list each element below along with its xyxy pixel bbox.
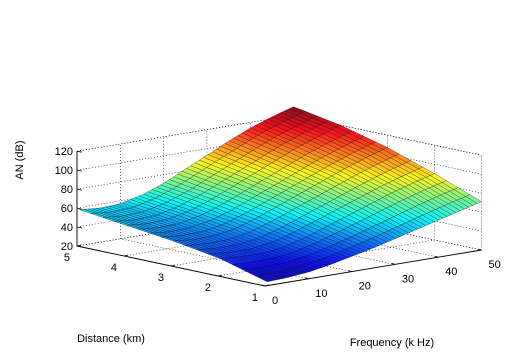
x-tick: [478, 248, 482, 251]
x-tick: [261, 284, 266, 287]
x-tick: [305, 277, 309, 280]
z-tick-label: 40: [61, 222, 73, 234]
y-tick-label: 2: [205, 282, 211, 294]
z-tick: [76, 207, 83, 210]
x-tick-label: 10: [315, 288, 327, 300]
z-tick: [76, 226, 83, 229]
y-tick-label: 5: [64, 252, 70, 264]
z-tick: [76, 169, 83, 172]
x-tick: [391, 263, 396, 265]
y-tick: [76, 244, 82, 247]
z-tick-label: 60: [61, 203, 73, 215]
y-tick: [170, 264, 176, 267]
surface-mesh: [79, 106, 482, 282]
z-tick-label: 120: [55, 146, 73, 158]
x-tick: [435, 255, 439, 258]
z-tick-label: 100: [55, 165, 73, 177]
axis-box: [76, 150, 482, 287]
y-tick: [264, 284, 270, 287]
y-tick-label: 3: [158, 272, 164, 284]
z-tick: [76, 150, 83, 153]
x-tick-label: 30: [402, 273, 414, 285]
x-gridline: [120, 144, 309, 280]
y-tick-label: 1: [252, 292, 258, 304]
y-tick: [123, 254, 129, 257]
x-tick-label: 0: [272, 295, 278, 307]
y-axis-label: Distance (km): [77, 333, 145, 345]
z-tick: [76, 188, 83, 191]
x-tick-label: 50: [489, 259, 501, 271]
box-edge: [76, 114, 294, 152]
surface-cell: [254, 275, 273, 282]
z-tick-label: 20: [61, 241, 73, 253]
x-tick-label: 20: [359, 281, 371, 293]
z-tick-label: 80: [61, 184, 73, 196]
x-axis-line: [264, 249, 482, 287]
x-axis-label: Frequency (k Hz): [350, 337, 434, 349]
z-axis-label: AN (dB): [14, 140, 26, 179]
box-edge: [293, 114, 482, 156]
y-tick: [217, 274, 223, 277]
x-tick-label: 40: [445, 266, 457, 278]
x-tick: [348, 270, 352, 272]
y-tick-label: 4: [111, 262, 117, 274]
